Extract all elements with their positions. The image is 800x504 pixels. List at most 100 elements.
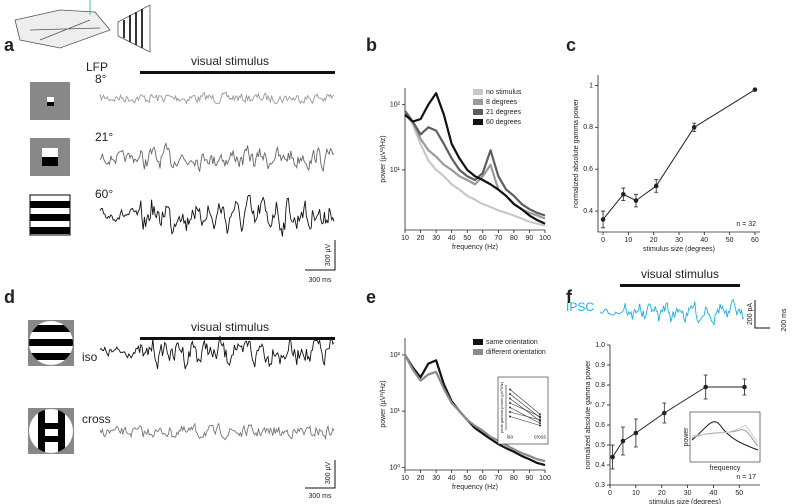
legend-swatch bbox=[473, 109, 483, 115]
pair-point bbox=[539, 413, 541, 416]
x-tick-label: 10 bbox=[401, 475, 409, 482]
y-tick-label: 10² bbox=[390, 352, 401, 359]
legend-swatch bbox=[473, 119, 483, 125]
legend-label: 21 degrees bbox=[486, 109, 522, 116]
series-line bbox=[612, 386, 745, 458]
x-tick-label: iso bbox=[507, 434, 514, 440]
spectrum-inset bbox=[689, 411, 761, 463]
y-tick-label: 10¹ bbox=[390, 167, 401, 174]
data-point bbox=[703, 384, 708, 390]
lfp-trace bbox=[99, 335, 335, 370]
x-tick-label: 60 bbox=[479, 475, 487, 482]
scale-label: 300 ms bbox=[309, 277, 332, 284]
x-tick-label: 20 bbox=[417, 475, 425, 482]
recording-label: LFP bbox=[86, 60, 108, 74]
data-point bbox=[752, 87, 758, 92]
pair-line bbox=[509, 416, 541, 426]
x-tick-label: 70 bbox=[494, 235, 502, 242]
y-tick-label: 0.3 bbox=[595, 482, 605, 489]
panel-label: b bbox=[366, 35, 377, 55]
data-point bbox=[633, 430, 639, 436]
series-line bbox=[404, 110, 546, 217]
x-tick-label: cross bbox=[534, 434, 546, 440]
mouse-cartoon bbox=[14, 0, 151, 53]
y-tick-label: 0.6 bbox=[595, 422, 605, 429]
pair-point bbox=[539, 424, 541, 427]
x-tick-label: 40 bbox=[700, 237, 708, 244]
pair-point bbox=[509, 393, 511, 395]
panel-label: e bbox=[366, 287, 376, 307]
y-tick-label: 0.6 bbox=[583, 166, 593, 173]
x-tick-label: 20 bbox=[658, 490, 666, 497]
scale-bar bbox=[754, 300, 770, 329]
x-axis-label: frequency (Hz) bbox=[452, 484, 498, 491]
x-tick-label: 30 bbox=[675, 237, 683, 244]
data-point bbox=[691, 125, 697, 130]
panel-label: c bbox=[566, 35, 576, 55]
stimulus-label: visual stimulus bbox=[641, 267, 719, 281]
condition-label: iso bbox=[82, 350, 98, 364]
stimulus-label: visual stimulus bbox=[191, 54, 269, 68]
legend-label: different orientation bbox=[486, 349, 546, 356]
pair-point bbox=[509, 388, 511, 391]
legend-label: 8 degrees bbox=[486, 99, 518, 106]
lfp-trace bbox=[99, 194, 335, 237]
panel-label: f bbox=[566, 287, 573, 307]
size-label: 60° bbox=[95, 187, 113, 201]
lfp-trace bbox=[99, 422, 335, 441]
data-point bbox=[600, 217, 606, 222]
data-point bbox=[653, 183, 659, 189]
scale-bar bbox=[305, 240, 336, 271]
legend-label: same orientation bbox=[486, 339, 538, 346]
recording-label: IPSC bbox=[566, 300, 594, 314]
x-tick-label: 40 bbox=[448, 235, 456, 242]
y-tick-label: 0.8 bbox=[595, 382, 605, 389]
x-tick-label: 50 bbox=[463, 475, 471, 482]
legend-swatch bbox=[473, 89, 483, 95]
y-axis-label: normalized absolute gamma power bbox=[573, 98, 580, 208]
x-tick-label: 0 bbox=[601, 237, 605, 244]
series-line bbox=[404, 354, 546, 463]
inset-label: power bbox=[683, 427, 690, 447]
lfp-trace bbox=[99, 91, 335, 105]
stimulus-bar bbox=[620, 284, 740, 287]
pair-line bbox=[509, 389, 541, 415]
x-tick-label: 90 bbox=[526, 235, 534, 242]
size-label: 21° bbox=[95, 130, 113, 144]
x-axis-label: stimulus size (degrees) bbox=[643, 246, 715, 253]
scale-label: 200 ms bbox=[781, 308, 788, 331]
x-axis-label: frequency (Hz) bbox=[452, 244, 498, 251]
series-line bbox=[404, 110, 546, 227]
legend-label: no stimulus bbox=[486, 89, 522, 96]
x-tick-label: 30 bbox=[432, 235, 440, 242]
series-line bbox=[404, 92, 546, 225]
inset-label: frequency bbox=[710, 465, 741, 472]
scale-label: 300 µV bbox=[325, 244, 332, 267]
y-tick-label: 10¹ bbox=[390, 408, 401, 415]
x-tick-label: 10 bbox=[624, 237, 632, 244]
axes bbox=[597, 75, 760, 233]
data-point bbox=[662, 410, 667, 416]
size-label: 8° bbox=[95, 72, 107, 86]
x-tick-label: 10 bbox=[632, 490, 640, 497]
series-line bbox=[404, 110, 546, 220]
pair-line bbox=[509, 402, 541, 417]
pair-point bbox=[539, 418, 541, 421]
x-tick-label: 70 bbox=[494, 475, 502, 482]
pair-point bbox=[539, 415, 541, 418]
lfp-trace bbox=[99, 142, 335, 172]
data-point bbox=[620, 438, 626, 444]
x-tick-label: 10 bbox=[401, 235, 409, 242]
y-tick-label: 10⁰ bbox=[389, 463, 400, 471]
x-tick-label: 60 bbox=[479, 235, 487, 242]
y-axis-label: normalized absolute gamma power bbox=[585, 360, 592, 470]
y-tick-label: 0.4 bbox=[583, 208, 593, 215]
x-tick-label: 100 bbox=[539, 475, 551, 482]
pair-line bbox=[509, 407, 541, 424]
data-point bbox=[610, 454, 615, 460]
legend-label: 60 degrees bbox=[486, 119, 522, 126]
y-tick-label: 1 bbox=[589, 82, 593, 89]
series-line bbox=[602, 89, 756, 220]
scale-label: 300 ms bbox=[309, 493, 332, 500]
